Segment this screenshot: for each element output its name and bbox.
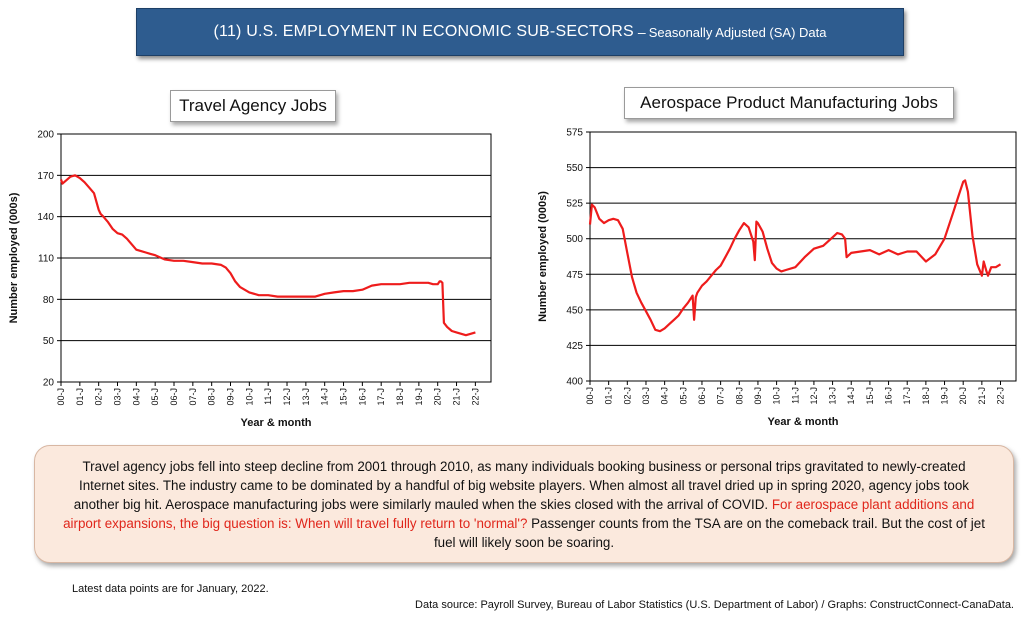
x-tick-label: 18-J (395, 388, 405, 406)
x-tick-label: 21-J (452, 388, 462, 406)
x-axis-title: Year & month (241, 417, 312, 429)
plot-frame (589, 131, 1017, 382)
x-tick-label: 09-J (753, 387, 763, 405)
x-tick-label: 08-J (734, 387, 744, 405)
y-tick-label: 500 (566, 234, 583, 245)
x-tick-label: 14-J (320, 388, 330, 406)
aerospace-chart: 400 425 450 475 500 525 550 575 00-J 01-J 02-J 03-J… (537, 128, 1017, 428)
series-line (588, 179, 1002, 333)
x-tick-label: 01-J (604, 387, 614, 405)
y-tick-label: 80 (43, 295, 55, 306)
y-tick-label: 400 (566, 377, 583, 388)
x-tick-label: 02-J (94, 388, 104, 406)
page-banner: (11) U.S. EMPLOYMENT IN ECONOMIC SUB-SEC… (136, 8, 904, 56)
commentary-text: Travel agency jobs fell into steep decli… (73, 459, 969, 512)
travel-agency-chart: 20 50 80 110 140 170 200 00-J 01-J 02-J 03-J 04-J 05… (8, 130, 492, 429)
y-tick-label: 450 (566, 305, 583, 316)
y-tick-label: 525 (566, 199, 583, 210)
x-tick-label: 09-J (226, 388, 236, 406)
travel-chart-title: Travel Agency Jobs (170, 90, 336, 122)
commentary-box: Travel agency jobs fell into steep decli… (34, 445, 1014, 563)
x-tick-label: 22-J (996, 387, 1006, 405)
x-tick-label: 04-J (660, 387, 670, 405)
x-tick-label: 06-J (169, 388, 179, 406)
aerospace-chart-title: Aerospace Product Manufacturing Jobs (624, 87, 954, 119)
y-axis-title: Number employed (000s) (8, 192, 20, 323)
x-tick-label: 00-J (56, 388, 66, 406)
series-line (59, 174, 476, 337)
banner-separator: – (637, 24, 646, 40)
y-tick-label: 20 (43, 378, 55, 389)
y-tick-label: 50 (43, 336, 55, 347)
y-tick-label: 575 (566, 128, 583, 139)
x-tick-label: 03-J (113, 388, 123, 406)
y-tick-label: 110 (38, 254, 54, 265)
x-tick-label: 20-J (958, 387, 968, 405)
data-source-note: Data source: Payroll Survey, Bureau of L… (415, 599, 1014, 611)
x-tick-label: 03-J (641, 387, 651, 405)
commentary-text-end: Passenger counts from the TSA are on the… (433, 516, 985, 550)
x-tick-label: 07-J (716, 387, 726, 405)
x-tick-label: 17-J (376, 388, 386, 406)
x-tick-label: 13-J (301, 388, 311, 406)
banner-title: (11) U.S. EMPLOYMENT IN ECONOMIC SUB-SEC… (213, 23, 634, 40)
y-tick-label: 140 (37, 212, 54, 223)
x-axis-title: Year & month (768, 416, 839, 428)
x-tick-label: 21-J (977, 387, 987, 405)
x-tick-label: 12-J (809, 387, 819, 405)
x-tick-label: 00-J (585, 387, 595, 405)
x-tick-label: 08-J (207, 388, 217, 406)
x-tick-label: 19-J (414, 388, 424, 406)
x-tick-label: 06-J (697, 387, 707, 405)
y-axis-title: Number employed (000s) (537, 191, 549, 322)
y-tick-label: 550 (566, 163, 583, 174)
x-tick-label: 22-J (470, 388, 480, 406)
x-tick-label: 13-J (828, 387, 838, 405)
x-tick-label: 05-J (150, 388, 160, 406)
plot-frame (60, 133, 492, 383)
x-tick-label: 19-J (940, 387, 950, 405)
y-tick-label: 475 (566, 270, 583, 281)
x-tick-label: 05-J (678, 387, 688, 405)
x-tick-label: 04-J (131, 388, 141, 406)
x-tick-label: 15-J (339, 388, 349, 406)
x-tick-label: 11-J (263, 388, 273, 405)
x-tick-label: 02-J (622, 387, 632, 405)
y-tick-label: 170 (37, 171, 54, 182)
banner-subtitle: Seasonally Adjusted (SA) Data (648, 24, 827, 40)
x-tick-label: 01-J (75, 388, 85, 406)
x-tick-label: 11-J (790, 387, 800, 404)
x-tick-label: 07-J (188, 388, 198, 406)
y-tick-label: 425 (566, 341, 583, 352)
commentary-highlight: For aerospace plant additions and airpor… (63, 497, 975, 531)
x-tick-label: 15-J (865, 387, 875, 405)
x-tick-label: 16-J (884, 387, 894, 405)
x-tick-label: 20-J (433, 388, 443, 406)
x-tick-label: 18-J (921, 387, 931, 405)
latest-data-note: Latest data points are for January, 2022… (72, 583, 269, 595)
x-tick-label: 10-J (244, 388, 254, 406)
x-tick-label: 14-J (846, 387, 856, 405)
x-tick-label: 10-J (772, 387, 782, 405)
x-tick-label: 12-J (282, 388, 292, 406)
x-tick-label: 16-J (357, 388, 367, 406)
y-tick-label: 200 (37, 130, 54, 141)
x-tick-label: 17-J (902, 387, 912, 405)
